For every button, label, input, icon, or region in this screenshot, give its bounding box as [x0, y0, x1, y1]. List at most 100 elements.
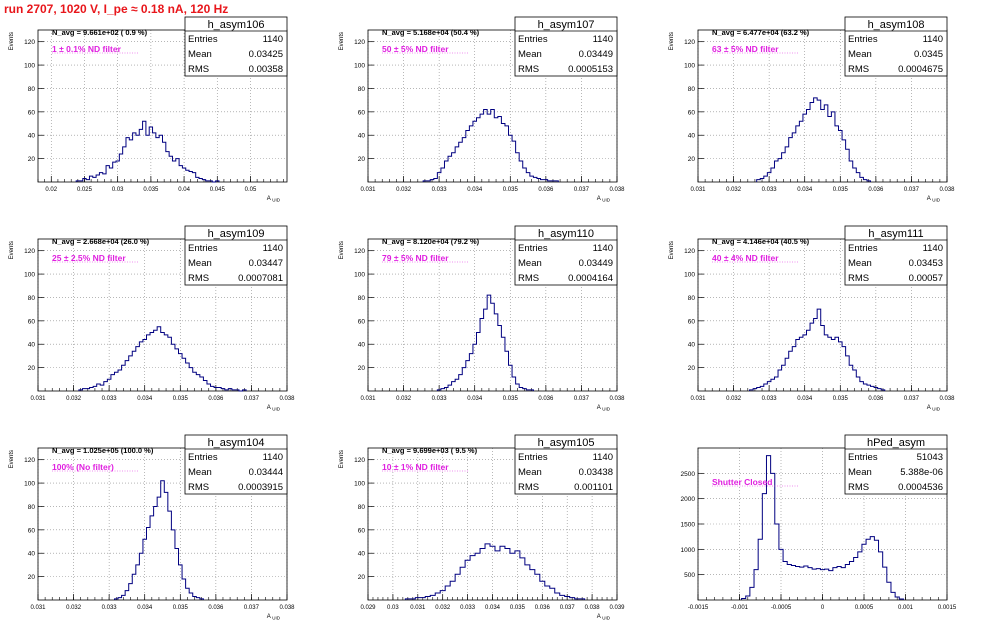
histogram-panel-h_asym111: 0.031 0.032 0.033 0.034 0.035 0.036 0.037 0.038… [669, 225, 955, 412]
filter-annotation: 50 ± 5% ND filter [382, 44, 449, 54]
y-axis-label: Events [9, 241, 15, 259]
y-tick-label: 120 [354, 39, 365, 46]
x-tick-label: 0.035 [833, 187, 849, 193]
stats-box-frame [844, 225, 948, 286]
histogram-series [756, 97, 872, 182]
y-tick-label: 40 [688, 342, 696, 349]
stats-box: hPed_asym Entries 51043 Mean 5.388e-06 RMS 0.0… [844, 434, 948, 495]
stats-box: h_asym105 Entries 1140 Mean 0.03438 RMS 0.0011… [514, 434, 618, 495]
filter-annotation: 1 ± 0.1% ND filter [52, 44, 122, 54]
y-tick-label: 40 [688, 133, 696, 140]
x-tick-label: 0.034 [467, 396, 483, 402]
histogram-series [749, 308, 886, 391]
stats-box: h_asym107 Entries 1140 Mean 0.03449 RMS 0.0005… [514, 16, 618, 77]
stats-value-rms: 0.0004536 [898, 482, 943, 493]
x-tick-label: 0.035 [173, 605, 189, 611]
stats-label-rms: RMS [188, 273, 209, 284]
x-tick-label: -0.0015 [688, 605, 709, 611]
y-tick-label: 100 [354, 481, 365, 488]
x-tick-label: 0.031 [360, 187, 376, 193]
y-tick-label: 60 [358, 527, 366, 534]
navg-label: N_avg = 9.661e+02 ( 0.9 %) [52, 28, 148, 37]
stats-value-rms: 0.001101 [574, 482, 613, 493]
x-tick-label: 0.031 [30, 605, 46, 611]
x-tick-label: 0.036 [868, 396, 884, 402]
x-tick-label: 0.031 [690, 187, 706, 193]
navg-label: N_avg = 1.025e+05 (100.0 %) [52, 446, 154, 455]
y-tick-label: 60 [28, 527, 36, 534]
y-tick-label: 100 [684, 272, 695, 279]
y-tick-label: 40 [28, 551, 36, 558]
x-tick-label: 0.037 [244, 605, 260, 611]
x-axis-label: A UID [267, 196, 281, 203]
x-tick-label: 0.032 [726, 187, 742, 193]
stats-value-rms: 0.0003915 [238, 482, 283, 493]
stats-value-rms: 0.0004675 [898, 64, 943, 75]
x-tick-label: 0.036 [535, 605, 551, 611]
filter-annotation: 10 ± 1% ND filter [382, 462, 449, 472]
histogram-panel-h_asym110: 0.031 0.032 0.033 0.034 0.035 0.036 0.037 0.038… [339, 225, 625, 412]
plot-frame [367, 238, 618, 392]
stats-box-title: h_asym107 [538, 19, 595, 31]
stats-value-entries: 1140 [593, 452, 613, 463]
y-axis-label: Events [669, 241, 675, 259]
x-tick-label: 0.038 [609, 187, 625, 193]
histogram-series [113, 480, 204, 600]
x-tick-label: 0.039 [609, 605, 625, 611]
stats-label-mean: Mean [848, 467, 872, 478]
stats-box-title: hPed_asym [867, 437, 925, 449]
x-tick-label: 0.032 [726, 396, 742, 402]
y-tick-label: 40 [28, 342, 36, 349]
plot-frame [697, 29, 948, 183]
stats-box-title: h_asym105 [538, 437, 595, 449]
y-tick-label: 20 [688, 156, 696, 163]
x-tick-label: 0.037 [560, 605, 576, 611]
y-tick-label: 20 [358, 365, 366, 372]
y-tick-label: 2000 [681, 496, 696, 503]
y-axis-label: Events [669, 32, 675, 50]
stats-value-mean: 0.03438 [579, 467, 613, 478]
x-tick-label: 0.037 [574, 396, 590, 402]
histogram-panel-h_asym108: 0.031 0.032 0.033 0.034 0.035 0.036 0.037 0.038… [669, 16, 955, 203]
x-tick-label: 0.035 [173, 396, 189, 402]
y-tick-label: 40 [358, 342, 366, 349]
x-tick-label: 0.036 [538, 187, 554, 193]
histogram-panel-h_asym105: 0.029 0.03 0.031 0.032 0.033 0.034 0.035 0.036 0… [339, 434, 625, 621]
stats-label-rms: RMS [188, 64, 209, 75]
plot-frame [697, 238, 948, 392]
stats-box-frame [844, 434, 948, 495]
plot-frame [37, 447, 288, 601]
filter-annotation: 25 ± 2.5% ND filter [52, 253, 126, 263]
stats-label-rms: RMS [848, 64, 869, 75]
y-tick-label: 40 [28, 133, 36, 140]
x-tick-label: 0.034 [137, 605, 153, 611]
y-tick-label: 60 [358, 109, 366, 116]
y-tick-label: 80 [28, 504, 36, 511]
y-axis-label: Events [339, 32, 345, 50]
y-tick-label: 20 [28, 365, 36, 372]
y-tick-label: 20 [28, 156, 36, 163]
x-axis-label: A UID [597, 196, 611, 203]
x-axis-label-subscript: UID [932, 407, 941, 412]
stats-box-frame [184, 225, 288, 286]
y-tick-label: 120 [24, 248, 35, 255]
x-tick-label: 0.034 [797, 396, 813, 402]
filter-annotation: 40 ± 4% ND filter [712, 253, 779, 263]
y-tick-label: 20 [28, 574, 36, 581]
stats-label-mean: Mean [518, 467, 542, 478]
x-tick-label: 0.036 [208, 605, 224, 611]
x-tick-label: 0.033 [102, 396, 118, 402]
stats-value-entries: 1140 [923, 243, 943, 254]
x-tick-label: 0.045 [210, 187, 226, 193]
x-tick-label: 0.037 [904, 396, 920, 402]
x-tick-label: 0.036 [538, 396, 554, 402]
stats-label-entries: Entries [848, 34, 878, 45]
x-tick-label: 0.031 [690, 396, 706, 402]
stats-value-entries: 1140 [263, 243, 283, 254]
y-tick-label: 60 [28, 109, 36, 116]
histogram-series [404, 543, 586, 600]
y-tick-label: 60 [28, 318, 36, 325]
stats-value-entries: 1140 [923, 34, 943, 45]
x-tick-label: 0.035 [503, 396, 519, 402]
stats-box-title: h_asym110 [538, 228, 594, 240]
